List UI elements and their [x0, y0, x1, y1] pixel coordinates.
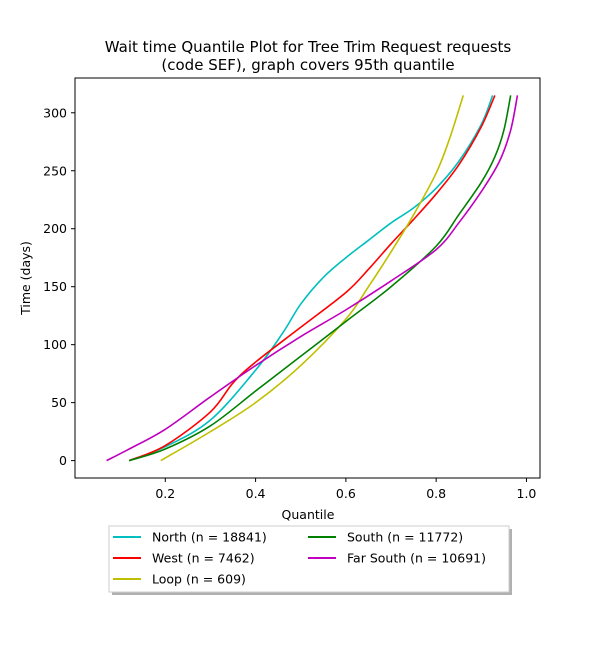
- legend-label: North (n = 18841): [152, 530, 267, 545]
- x-tick-label: 0.8: [426, 486, 446, 501]
- y-tick-label: 0: [59, 453, 67, 468]
- chart-title-line2: (code SEF), graph covers 95th quantile: [161, 56, 454, 74]
- legend: North (n = 18841) West (n = 7462) Loop (n …: [108, 525, 512, 595]
- x-tick-label: 0.2: [155, 486, 175, 501]
- series-line-1: [128, 95, 496, 462]
- y-tick-label: 50: [51, 395, 67, 410]
- x-axis-label: Quantile: [282, 507, 335, 522]
- series-line-4: [106, 95, 519, 462]
- y-axis-label: Time (days): [18, 241, 33, 316]
- plot-lines: [106, 95, 519, 462]
- legend-label: West (n = 7462): [152, 551, 255, 566]
- legend-items: North (n = 18841) West (n = 7462) Loop (n …: [113, 530, 486, 587]
- y-tick-label: 200: [43, 221, 67, 236]
- y-tick-label: 250: [43, 163, 67, 178]
- series-line-2: [160, 95, 465, 462]
- plot-area-frame: [74, 77, 541, 479]
- x-tick-label: 0.4: [246, 486, 266, 501]
- legend-label: South (n = 11772): [347, 530, 463, 545]
- y-tick-label: 300: [43, 105, 67, 120]
- x-axis-ticks: 0.2 0.4 0.6 0.8 1.0: [155, 478, 536, 501]
- x-tick-label: 0.6: [336, 486, 356, 501]
- legend-label: Loop (n = 609): [152, 572, 246, 587]
- legend-label: Far South (n = 10691): [347, 551, 486, 566]
- series-line-0: [128, 95, 494, 462]
- y-axis-ticks: 0 50 100 150 200 250 300: [43, 105, 75, 468]
- chart-title-line1: Wait time Quantile Plot for Tree Trim Re…: [105, 38, 512, 56]
- y-tick-label: 100: [43, 337, 67, 352]
- y-tick-label: 150: [43, 279, 67, 294]
- series-line-3: [128, 95, 512, 462]
- x-tick-label: 1.0: [517, 486, 537, 501]
